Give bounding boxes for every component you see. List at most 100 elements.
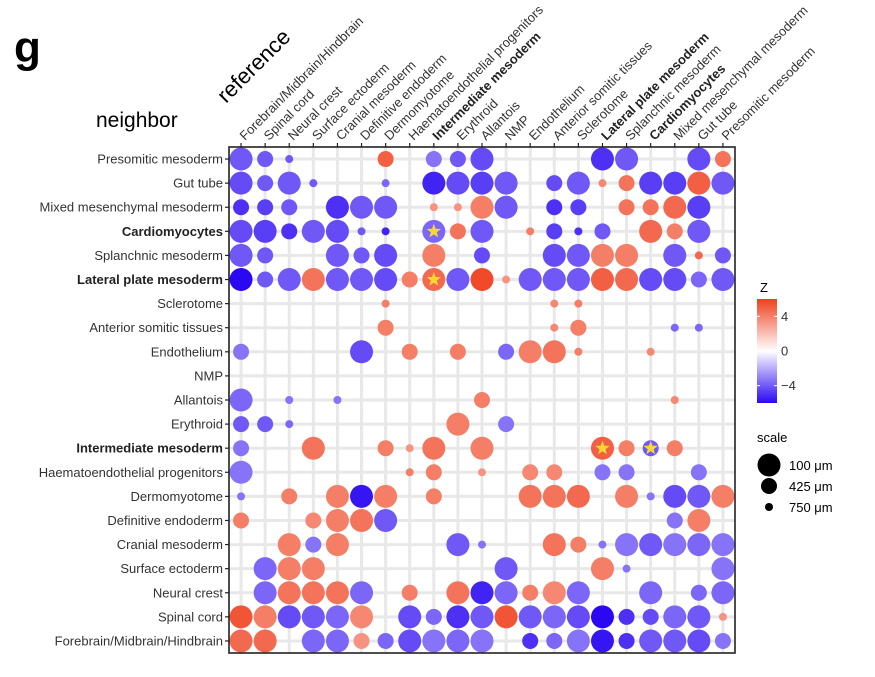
bubble-point bbox=[574, 227, 583, 236]
bubbles bbox=[229, 147, 735, 653]
bubble-point bbox=[257, 175, 274, 192]
bubble-point bbox=[615, 268, 639, 292]
bubble-point bbox=[618, 608, 635, 625]
bubble-point bbox=[570, 199, 587, 216]
bubble-point bbox=[446, 533, 470, 557]
bubble-point bbox=[253, 581, 277, 605]
bubble-point bbox=[374, 243, 398, 267]
size-legend-circle bbox=[757, 453, 781, 477]
bubble-point bbox=[590, 243, 614, 267]
y-tick-label: Cranial mesoderm bbox=[117, 537, 223, 552]
bubble-point bbox=[470, 219, 494, 243]
bubble-point bbox=[325, 533, 349, 557]
bubble-point bbox=[377, 151, 394, 168]
bubble-point bbox=[566, 171, 590, 195]
bubble-point bbox=[285, 420, 294, 429]
bubble-point bbox=[639, 581, 663, 605]
bubble-point bbox=[566, 581, 590, 605]
bubble-point bbox=[425, 151, 442, 168]
bubble-point bbox=[642, 608, 659, 625]
bubble-point bbox=[325, 243, 349, 267]
bubble-point bbox=[639, 629, 663, 653]
bubble-point bbox=[446, 605, 470, 629]
y-tick-label: Spinal cord bbox=[158, 609, 223, 624]
bubble-point bbox=[325, 219, 349, 243]
bubble-point bbox=[594, 464, 611, 481]
bubble-point bbox=[478, 540, 486, 549]
bubble-point bbox=[618, 440, 635, 457]
bubble-point bbox=[301, 557, 325, 581]
y-tick-label: Sclerotome bbox=[157, 296, 223, 311]
bubble-point bbox=[325, 605, 349, 629]
size-legend-circle bbox=[761, 478, 777, 494]
y-tick-label: NMP bbox=[194, 368, 223, 383]
bubble-point bbox=[687, 147, 711, 171]
bubble-point bbox=[618, 464, 635, 481]
bubble-point bbox=[253, 629, 277, 653]
bubble-point bbox=[522, 464, 539, 481]
bubble-point bbox=[666, 440, 683, 457]
bubble-point bbox=[325, 268, 349, 292]
bubble-point bbox=[566, 268, 590, 292]
bubble-point bbox=[542, 484, 566, 508]
bubble-point bbox=[663, 533, 687, 557]
bubble-point bbox=[277, 268, 301, 292]
y-tick-label: Haematoendothelial progenitors bbox=[39, 465, 224, 480]
y-tick-label: Gut tube bbox=[173, 176, 223, 191]
bubble-point bbox=[301, 629, 325, 653]
panel-label: g bbox=[14, 23, 41, 72]
bubble-point bbox=[494, 171, 518, 195]
bubble-point bbox=[381, 227, 390, 236]
legend: Z scale 4 0 −4 100 μm 425 μm 750 μm bbox=[757, 280, 833, 515]
bubble-point bbox=[618, 632, 635, 649]
bubble-point bbox=[687, 195, 711, 219]
size-legend-label: 425 μm bbox=[789, 479, 833, 494]
bubble-point bbox=[566, 605, 590, 629]
bubble-point bbox=[398, 629, 422, 653]
bubble-point bbox=[598, 179, 607, 188]
bubble-point bbox=[281, 488, 298, 505]
bubble-point bbox=[277, 605, 301, 629]
bubble-point bbox=[285, 396, 294, 404]
bubble-point bbox=[277, 171, 301, 195]
bubble-point bbox=[598, 540, 607, 549]
bubble-point bbox=[494, 557, 518, 581]
bubble-point bbox=[711, 171, 735, 195]
y-tick-label: Presomitic mesoderm bbox=[97, 152, 223, 167]
bubble-point bbox=[305, 512, 322, 529]
bubble-point bbox=[663, 629, 687, 653]
bubble-point bbox=[642, 199, 659, 216]
bubble-point bbox=[663, 484, 687, 508]
bubble-point bbox=[377, 440, 394, 457]
y-tick-label: Erythroid bbox=[171, 417, 223, 432]
bubble-point bbox=[494, 581, 518, 605]
bubble-point bbox=[615, 147, 639, 171]
bubble-point bbox=[711, 533, 735, 557]
bubble-point bbox=[237, 492, 246, 501]
color-legend-title: Z bbox=[760, 280, 768, 295]
bubble-point bbox=[425, 464, 442, 481]
bubble-point bbox=[350, 195, 374, 219]
bubble-point bbox=[566, 484, 590, 508]
bubble-point bbox=[694, 251, 703, 260]
bubble-point bbox=[574, 347, 583, 356]
y-tick-label: Definitive endoderm bbox=[107, 513, 223, 528]
bubble-point bbox=[277, 557, 301, 581]
bubble-point bbox=[374, 268, 398, 292]
bubble-point bbox=[253, 219, 277, 243]
bubble-point bbox=[449, 343, 466, 360]
bubble-point bbox=[422, 629, 446, 653]
bubble-point bbox=[666, 512, 683, 529]
bubble-point bbox=[542, 243, 566, 267]
bubble-point bbox=[478, 468, 486, 477]
bubble-point bbox=[615, 243, 639, 267]
bubble-point bbox=[639, 219, 663, 243]
bubble-point bbox=[546, 464, 563, 481]
bubble-point bbox=[350, 484, 374, 508]
bubble-point bbox=[687, 533, 711, 557]
bubble-point bbox=[257, 416, 274, 433]
bubble-point bbox=[305, 536, 322, 553]
bubble-point bbox=[257, 247, 274, 264]
bubble-point bbox=[422, 243, 446, 267]
